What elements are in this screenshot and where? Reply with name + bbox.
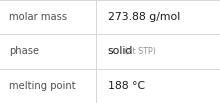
Text: solid: solid <box>108 46 133 57</box>
Text: molar mass: molar mass <box>9 12 67 22</box>
Text: 188 °C: 188 °C <box>108 81 145 91</box>
Text: (at STP): (at STP) <box>121 47 155 56</box>
Text: 273.88 g/mol: 273.88 g/mol <box>108 12 180 22</box>
Text: phase: phase <box>9 46 39 57</box>
Text: melting point: melting point <box>9 81 75 91</box>
